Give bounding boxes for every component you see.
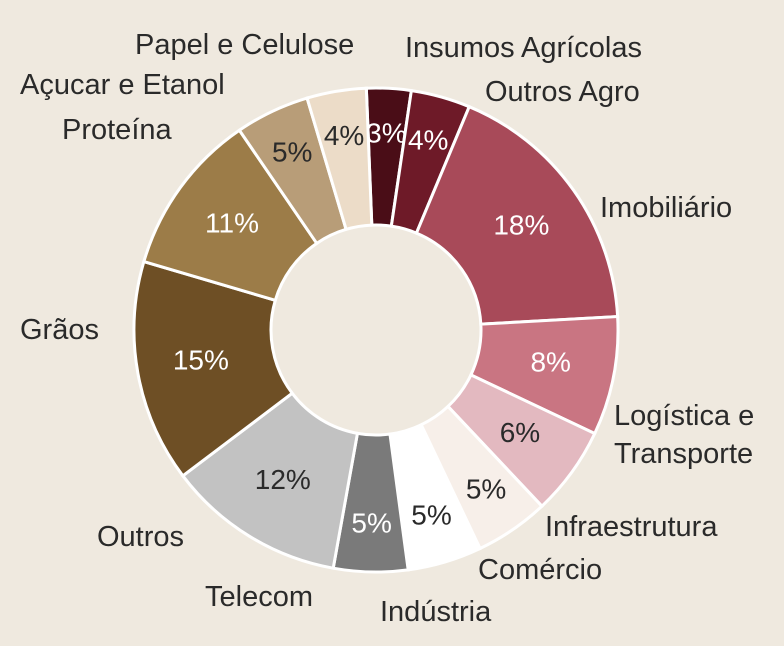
value-label: 5% xyxy=(351,507,391,538)
category-label: Outros xyxy=(97,521,185,553)
category-label: Logística e Transporte xyxy=(614,400,755,470)
value-label: 4% xyxy=(408,125,448,156)
category-label: Infraestrutura xyxy=(545,511,718,543)
category-label: Indústria xyxy=(380,596,492,628)
value-label: 5% xyxy=(272,136,312,167)
value-label: 15% xyxy=(173,344,229,375)
category-label: Proteína xyxy=(62,114,172,146)
value-label: 3% xyxy=(366,118,406,149)
slice xyxy=(414,104,620,326)
category-label: Papel e Celulose xyxy=(135,29,355,61)
category-label: Grãos xyxy=(20,314,99,346)
value-label: 5% xyxy=(466,473,506,504)
category-label: Açucar e Etanol xyxy=(20,69,225,101)
value-label: 8% xyxy=(530,347,570,378)
category-label: Outros Agro xyxy=(485,76,640,108)
value-label: 11% xyxy=(205,208,259,239)
slice xyxy=(132,259,295,478)
category-label: Telecom xyxy=(205,581,313,613)
category-label: Insumos Agrícolas xyxy=(405,32,642,64)
category-label: Comércio xyxy=(478,554,603,586)
value-label: 12% xyxy=(255,464,311,495)
value-label: 4% xyxy=(324,120,364,151)
value-label: 6% xyxy=(500,417,540,448)
slice xyxy=(305,86,374,232)
category-label: Imobiliário xyxy=(600,192,733,224)
value-label: 5% xyxy=(411,499,451,530)
value-label: 18% xyxy=(493,210,549,241)
